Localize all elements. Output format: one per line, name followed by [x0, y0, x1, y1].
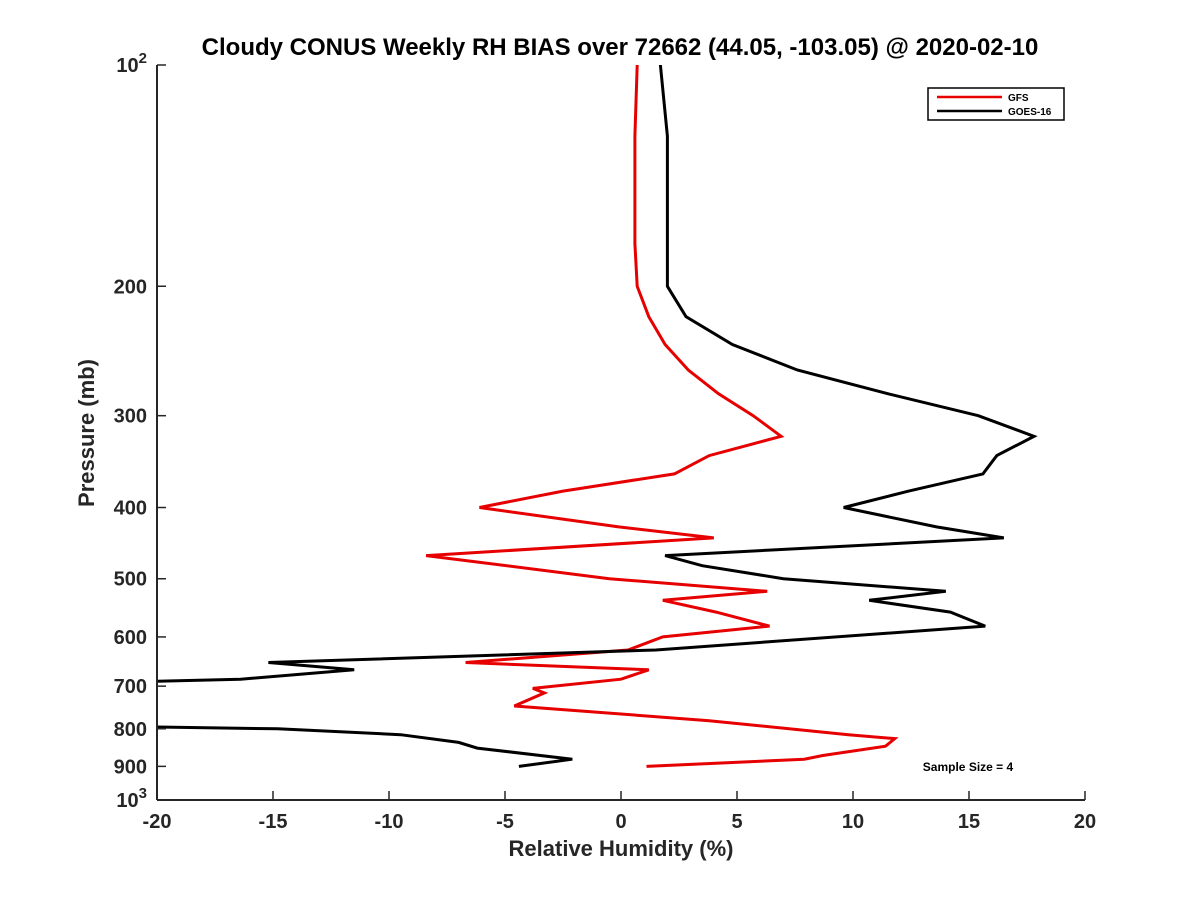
y-tick-label: 800 — [114, 719, 147, 741]
y-tick-base: 200 — [114, 276, 147, 298]
y-tick-base: 500 — [114, 569, 147, 591]
y-tick-base: 400 — [114, 498, 147, 520]
plot-frame — [157, 65, 1085, 800]
y-tick-label: 102 — [116, 50, 147, 77]
series-line-goes-16 — [157, 65, 1038, 768]
legend-box — [927, 87, 1065, 121]
y-tick-label: 900 — [114, 756, 147, 778]
x-tick-label: -5 — [496, 811, 514, 833]
sample-size-annotation: Sample Size = 4 — [923, 760, 1014, 774]
y-tick-exponent: 2 — [139, 50, 147, 67]
x-tick-label: 5 — [731, 811, 742, 833]
y-tick-base: 10 — [116, 790, 138, 812]
series-line-gfs — [425, 65, 899, 768]
y-tick-label: 700 — [114, 676, 147, 698]
x-tick-label: -20 — [143, 811, 172, 833]
y-tick-label: 300 — [114, 406, 147, 428]
y-tick-label: 200 — [114, 276, 147, 298]
chart-title: Cloudy CONUS Weekly RH BIAS over 72662 (… — [202, 34, 1039, 61]
y-tick-base: 300 — [114, 406, 147, 428]
y-tick-label: 103 — [116, 785, 147, 812]
x-tick-label: -15 — [259, 811, 288, 833]
y-tick-label: 600 — [114, 627, 147, 649]
y-tick-base: 900 — [114, 756, 147, 778]
legend: GFS GOES-16 — [927, 87, 1065, 121]
legend-label-gfs: GFS — [1008, 93, 1029, 104]
x-axis-label: Relative Humidity (%) — [509, 836, 734, 861]
series-layer — [157, 65, 1038, 768]
y-tick-exponent: 3 — [139, 785, 147, 802]
y-tick-base: 700 — [114, 676, 147, 698]
y-tick-base: 600 — [114, 627, 147, 649]
y-tick-label: 400 — [114, 498, 147, 520]
x-tick-label: 10 — [842, 811, 864, 833]
y-tick-base: 10 — [116, 55, 138, 77]
x-ticks: -20 -15 -10 -5 0 5 10 15 20 — [143, 791, 1096, 833]
x-tick-label: 20 — [1074, 811, 1096, 833]
x-tick-label: 15 — [958, 811, 980, 833]
x-tick-label: 0 — [615, 811, 626, 833]
x-tick-label: -10 — [375, 811, 404, 833]
y-tick-base: 800 — [114, 719, 147, 741]
y-tick-label: 500 — [114, 569, 147, 591]
y-axis-label: Pressure (mb) — [74, 359, 99, 507]
legend-label-goes-16: GOES-16 — [1008, 107, 1052, 118]
